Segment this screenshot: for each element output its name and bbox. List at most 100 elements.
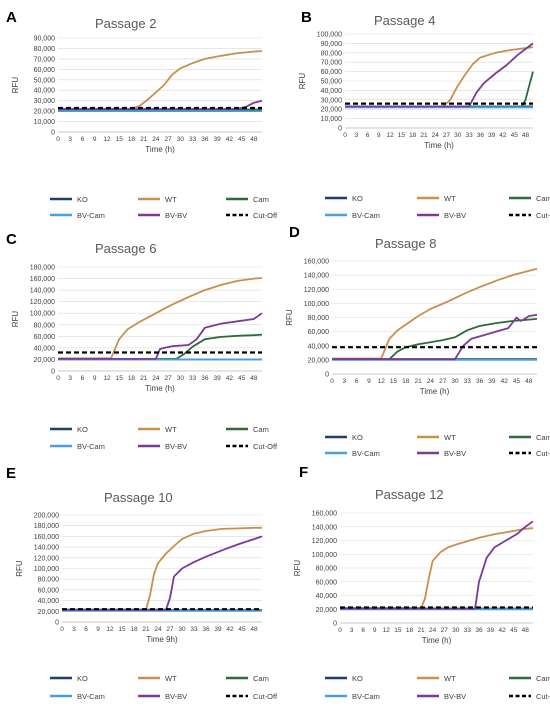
x-tick-label: 21 <box>417 627 425 634</box>
legend-label: KO <box>352 194 363 203</box>
y-tick-label: 100,000 <box>317 32 342 39</box>
legend-label: BV-Cam <box>77 211 105 220</box>
legend-item-cut-off: Cut-Off <box>226 692 278 701</box>
x-tick-label: 48 <box>522 132 530 139</box>
legend-item-bv-bv: BV-BV <box>417 449 466 458</box>
y-tick-label: 20,000 <box>321 107 343 114</box>
legend-label: KO <box>352 674 363 683</box>
y-tick-label: 0 <box>333 621 337 628</box>
x-tick-label: 0 <box>338 627 342 634</box>
x-tick-label: 33 <box>465 132 473 139</box>
x-tick-label: 36 <box>476 378 484 385</box>
x-tick-label: 36 <box>477 132 485 139</box>
x-tick-label: 30 <box>454 132 462 139</box>
y-tick-label: 80,000 <box>38 577 60 584</box>
x-tick-label: 12 <box>106 626 114 633</box>
series-line-wt <box>62 526 262 611</box>
chart-title: Passage 6 <box>95 241 156 256</box>
legend-item-wt: WT <box>417 433 456 442</box>
y-tick-label: 80,000 <box>34 46 56 53</box>
x-axis-label: Time 9h) <box>146 635 178 644</box>
y-axis-label: RFU <box>293 560 302 577</box>
y-tick-label: 40,000 <box>38 598 60 605</box>
x-tick-label: 12 <box>383 627 391 634</box>
series-line-wt <box>332 267 538 360</box>
x-tick-label: 30 <box>177 375 185 382</box>
panel-letter: B <box>301 9 312 26</box>
legend-label: BV-BV <box>444 449 466 458</box>
x-tick-label: 27 <box>441 627 449 634</box>
x-tick-label: 27 <box>165 375 173 382</box>
x-tick-label: 24 <box>429 627 437 634</box>
legend-item-bv-bv: BV-BV <box>417 211 466 220</box>
x-tick-label: 18 <box>130 626 138 633</box>
y-tick-label: 50,000 <box>321 79 343 86</box>
legend-label: WT <box>165 195 177 204</box>
x-tick-label: 30 <box>177 136 185 143</box>
series-line-bv-bv <box>340 520 534 610</box>
x-tick-label: 3 <box>68 375 72 382</box>
legend-label: Cam <box>536 194 550 203</box>
x-tick-label: 9 <box>373 627 377 634</box>
series-line-bv-bv <box>58 99 263 110</box>
x-tick-label: 42 <box>226 375 234 382</box>
chart-panel-c: C Passage 6 0 20,000 40,000 60,000 80,000 100,0… <box>6 231 278 451</box>
series-line-bv-bv <box>62 535 263 611</box>
x-tick-label: 42 <box>226 626 234 633</box>
legend-label: Cam <box>253 674 269 683</box>
y-tick-label: 60,000 <box>308 329 330 336</box>
x-tick-label: 39 <box>487 627 495 634</box>
y-tick-label: 160,000 <box>312 511 337 518</box>
y-tick-label: 140,000 <box>34 545 59 552</box>
x-tick-label: 18 <box>406 627 414 634</box>
y-tick-label: 200,000 <box>34 513 59 520</box>
legend-label: WT <box>165 674 177 683</box>
legend-label: Cut-Off <box>536 211 550 220</box>
x-tick-label: 9 <box>93 375 97 382</box>
x-axis-label: Time (h) <box>422 636 452 645</box>
x-tick-label: 9 <box>367 378 371 385</box>
x-tick-label: 21 <box>140 375 148 382</box>
x-tick-label: 39 <box>214 626 222 633</box>
y-tick-label: 120,000 <box>34 555 59 562</box>
legend-label: Cut-Off <box>253 692 278 701</box>
x-tick-label: 33 <box>189 136 197 143</box>
legend-item-bv-cam: BV-Cam <box>50 442 105 451</box>
x-tick-label: 15 <box>394 627 402 634</box>
series-line-wt <box>345 46 534 108</box>
y-tick-label: 140,000 <box>312 524 337 531</box>
x-tick-label: 33 <box>189 375 197 382</box>
x-tick-label: 24 <box>152 375 160 382</box>
legend-label: WT <box>165 425 177 434</box>
legend-label: Cam <box>253 425 269 434</box>
legend-item-cam: Cam <box>509 433 550 442</box>
x-axis-label: Time (h) <box>145 384 175 393</box>
y-tick-label: 0 <box>51 369 55 376</box>
y-tick-label: 40,000 <box>308 343 330 350</box>
x-tick-label: 12 <box>378 378 386 385</box>
x-tick-label: 21 <box>140 136 148 143</box>
legend-item-ko: KO <box>325 433 363 442</box>
x-tick-label: 9 <box>93 136 97 143</box>
legend-item-bv-cam: BV-Cam <box>325 449 380 458</box>
legend-item-ko: KO <box>50 674 88 683</box>
y-tick-label: 20,000 <box>316 607 338 614</box>
legend-item-cam: Cam <box>509 674 550 683</box>
x-tick-label: 45 <box>238 375 246 382</box>
x-tick-label: 0 <box>60 626 64 633</box>
chart-panel-a: A Passage 2 0 10,000 20,000 30,000 40,000 50,00… <box>6 9 278 220</box>
legend-item-ko: KO <box>50 425 88 434</box>
legend-item-ko: KO <box>325 674 363 683</box>
legend-item-cut-off: Cut-Off <box>226 211 278 220</box>
series-line-wt <box>340 527 534 609</box>
x-tick-label: 0 <box>56 375 60 382</box>
y-tick-label: 80,000 <box>34 322 56 329</box>
legend-item-wt: WT <box>417 194 456 203</box>
x-tick-label: 30 <box>178 626 186 633</box>
y-tick-label: 100,000 <box>304 301 329 308</box>
y-tick-label: 50,000 <box>34 77 56 84</box>
y-tick-label: 0 <box>55 620 59 627</box>
y-tick-label: 60,000 <box>321 69 343 76</box>
chart-panel-e: E Passage 10 0 20,000 40,000 60,000 80,000 100,… <box>6 465 278 701</box>
